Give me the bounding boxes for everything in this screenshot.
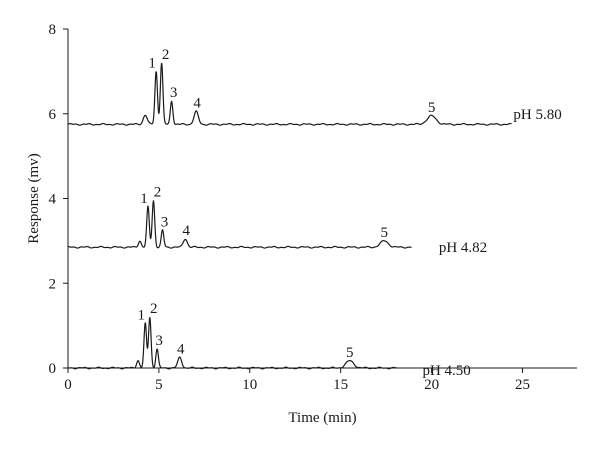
peak-label: 2 [150,301,158,317]
series-trace-group: 1 2 34 5 pH 4.82 [67,185,487,256]
series-trace-group: 12 34 5 pH 5.80 [67,47,562,126]
peak-label: 2 [162,47,170,63]
peak-label: 4 [193,96,201,112]
series-line [67,200,412,249]
y-axis-label: Response (mv) [26,153,42,243]
peak-label: 1 [138,308,146,324]
x-tick-label: 0 [64,377,72,393]
series-line [67,62,512,126]
peak-label: 3 [155,333,163,349]
x-tick-label: 25 [515,377,530,393]
series-name-label: pH 5.80 [513,107,561,123]
series-name-label: pH 4.82 [439,240,487,256]
peak-label: 2 [154,185,162,201]
peak-label: 5 [428,100,436,116]
series-trace-group: 1 2 34 5 pH 4.50 [67,301,471,379]
peak-label: 3 [161,214,169,230]
x-tick-label: 10 [242,377,257,393]
peak-label: 5 [346,345,354,361]
y-tick-label: 6 [49,107,57,123]
y-tick-label: 2 [49,276,57,292]
x-tick-label: 5 [155,377,163,393]
y-tick-label: 4 [49,192,57,208]
x-axis-label: Time (min) [288,410,356,426]
peak-label: 4 [177,341,185,357]
y-tick-label: 8 [49,22,57,38]
x-tick-label: 15 [333,377,348,393]
x-axis-ticks: 0 5 10 15 20 25 [64,368,530,393]
series-name-label: pH 4.50 [422,363,470,379]
peak-label: 4 [183,223,191,239]
peak-label: 1 [148,55,156,71]
peak-label: 3 [170,85,178,101]
peak-label: 5 [381,225,389,241]
x-tick-label: 20 [424,377,439,393]
y-axis-ticks: 0 2 4 6 8 [49,22,68,377]
peak-label: 1 [140,191,148,207]
y-tick-label: 0 [49,361,57,377]
series-line [67,316,398,370]
